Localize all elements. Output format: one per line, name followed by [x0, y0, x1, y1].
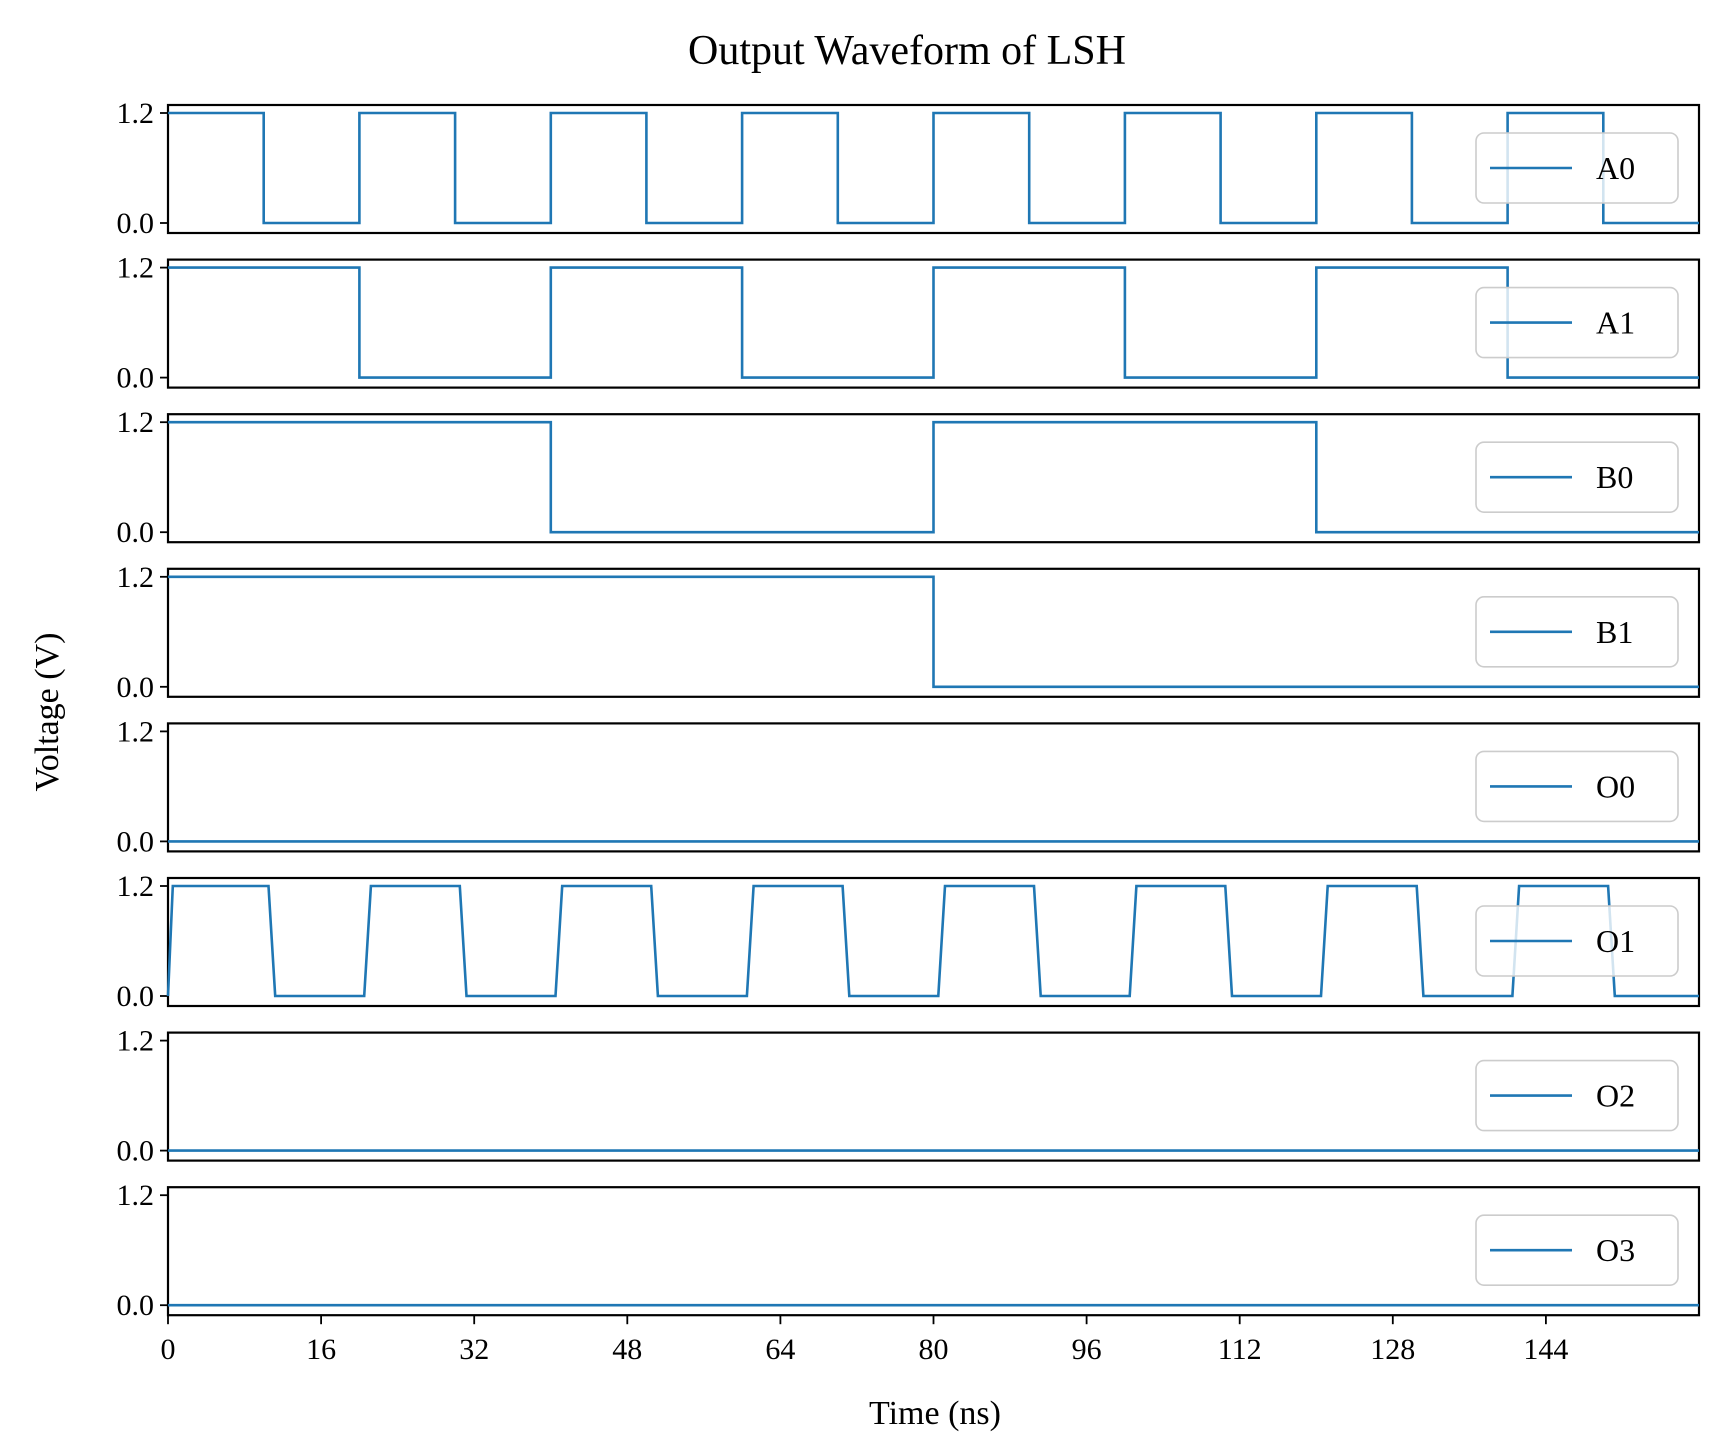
legend-label-a0: A0 — [1596, 150, 1635, 186]
y-tick-label: 1.2 — [117, 715, 155, 748]
legend-box — [1475, 286, 1679, 359]
subplot-frame — [166, 567, 1701, 698]
legend-box — [1475, 441, 1679, 514]
subplot-frame — [166, 1031, 1701, 1162]
y-tick-label: 1.2 — [117, 561, 155, 594]
x-tick-label: 96 — [1072, 1333, 1102, 1366]
x-tick-label: 128 — [1370, 1333, 1415, 1366]
y-tick-label: 0.0 — [117, 980, 155, 1013]
legend-label-o2: O2 — [1596, 1078, 1635, 1114]
chart-title: Output Waveform of LSH — [688, 28, 1126, 74]
legend-label-b1: B1 — [1596, 614, 1633, 650]
x-tick-label: 112 — [1218, 1333, 1262, 1366]
y-tick-label: 0.0 — [117, 1135, 155, 1168]
legend-o3: O3 — [1475, 1214, 1679, 1286]
legend-b1: B1 — [1475, 595, 1679, 668]
legend-o1: O1 — [1475, 905, 1679, 977]
x-tick-label: 0 — [161, 1333, 176, 1366]
subplot-a1: 0.0 1.2 A1 — [117, 252, 1701, 395]
legend-box — [1475, 1059, 1679, 1132]
legend-a0: A0 — [1475, 132, 1679, 204]
series-line-o1 — [166, 884, 1699, 998]
subplot-a0: 0.0 1.2 A0 — [117, 97, 1701, 240]
subplot-frame — [166, 413, 1701, 544]
x-tick-label: 64 — [765, 1333, 795, 1366]
y-tick-label: 0.0 — [117, 671, 155, 704]
y-tick-label: 0.0 — [117, 207, 155, 240]
legend-box — [1475, 595, 1679, 668]
subplot-frame — [166, 876, 1701, 1008]
legend-label-o0: O0 — [1596, 768, 1635, 804]
y-tick-label: 1.2 — [117, 870, 155, 903]
legend-box — [1475, 1214, 1679, 1286]
x-tick-label: 32 — [459, 1333, 489, 1366]
y-tick-label: 1.2 — [117, 1025, 155, 1058]
subplot-o3: 0.0 1.2 O3 — [117, 1179, 1701, 1322]
y-tick-label: 1.2 — [117, 406, 155, 439]
legend-b0: B0 — [1475, 441, 1679, 514]
legend-box — [1475, 905, 1679, 977]
legend-box — [1475, 132, 1679, 204]
subplot-frame — [166, 1186, 1701, 1317]
y-tick-label: 0.0 — [117, 362, 155, 395]
x-tick-label: 80 — [919, 1333, 949, 1366]
legend-box — [1475, 750, 1679, 823]
y-tick-label: 0.0 — [117, 825, 155, 858]
x-tick-label: 144 — [1523, 1333, 1568, 1366]
series-line-a1 — [168, 266, 1699, 379]
x-axis-ticks: 0 16 32 48 64 80 96 112 128 144 — [161, 1315, 1568, 1366]
subplot-o2: 0.0 1.2 O2 — [117, 1025, 1701, 1168]
legend-a1: A1 — [1475, 286, 1679, 359]
subplot-o0: 0.0 1.2 O0 — [117, 715, 1701, 858]
subplot-o1: 0.0 1.2 O1 — [117, 870, 1701, 1013]
x-axis-label: Time (ns) — [869, 1395, 1001, 1432]
y-tick-label: 1.2 — [117, 252, 155, 285]
y-tick-label: 0.0 — [117, 1289, 155, 1322]
subplot-b1: 0.0 1.2 B1 — [117, 561, 1701, 704]
legend-o0: O0 — [1475, 750, 1679, 823]
y-tick-label: 0.0 — [117, 516, 155, 549]
subplot-stack: 0.0 1.2 A0 0.0 1.2 A1 0.0 1.2 B0 0.0 1.2 B1 0.0 1.2 O0… — [117, 97, 1701, 1322]
legend-label-a1: A1 — [1596, 305, 1635, 341]
series-line-b1 — [168, 575, 1699, 689]
x-tick-label: 16 — [306, 1333, 336, 1366]
legend-label-b0: B0 — [1596, 459, 1633, 495]
legend-label-o3: O3 — [1596, 1232, 1635, 1268]
subplot-b0: 0.0 1.2 B0 — [117, 406, 1701, 549]
subplot-frame — [166, 258, 1701, 389]
series-line-a0 — [168, 111, 1699, 225]
legend-label-o1: O1 — [1596, 923, 1635, 959]
x-tick-label: 48 — [612, 1333, 642, 1366]
legend-o2: O2 — [1475, 1059, 1679, 1132]
y-tick-label: 1.2 — [117, 97, 155, 130]
subplot-frame — [166, 722, 1701, 853]
y-axis-label: Voltage (V) — [29, 633, 66, 792]
series-line-b0 — [168, 420, 1699, 534]
subplot-frame — [166, 103, 1701, 235]
y-tick-label: 1.2 — [117, 1179, 155, 1212]
